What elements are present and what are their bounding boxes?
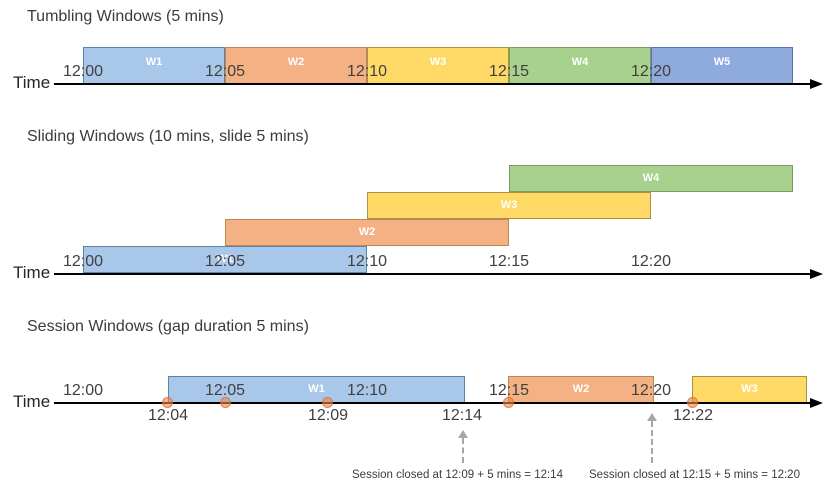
window-label: W1 [216, 253, 234, 265]
tick-label: 12:00 [62, 63, 104, 80]
session-axis-arrow-icon [810, 398, 823, 408]
event-dot [322, 397, 333, 408]
window-label: W4 [642, 172, 660, 184]
dashed-arrow-up-icon [458, 430, 468, 438]
dashed-arrow-line [651, 421, 653, 463]
tick-label: 12:20 [630, 63, 672, 80]
sliding-window-w3: W3 [367, 192, 651, 219]
tumbling-time-axis [54, 83, 812, 85]
window-label: W1 [308, 383, 325, 395]
event-time-label: 12:14 [441, 407, 483, 424]
tick-label: 12:15 [488, 63, 530, 80]
session-section-title: Session Windows (gap duration 5 mins) [27, 318, 309, 335]
window-label: W2 [358, 226, 376, 238]
session-time-axis [54, 402, 812, 404]
window-label: W3 [741, 383, 758, 395]
window-label: W3 [500, 199, 518, 211]
window-label: W4 [571, 56, 589, 68]
event-dot [687, 397, 698, 408]
tick-label: 12:00 [62, 382, 104, 399]
tick-label: 12:10 [346, 63, 388, 80]
dashed-arrow-up-icon [647, 413, 657, 421]
tumbling-section-title: Tumbling Windows (5 mins) [27, 8, 224, 25]
tumbling-window-w4: W4 [509, 47, 651, 84]
sliding-time-axis-label: Time [13, 263, 51, 282]
tumbling-window-w5: W5 [651, 47, 793, 84]
sliding-time-axis [54, 273, 812, 275]
event-time-label: 12:22 [672, 407, 714, 424]
sliding-axis-arrow-icon [810, 269, 823, 279]
sliding-window-w2: W2 [225, 219, 509, 246]
sliding-window-w1: W1 [83, 246, 367, 273]
tick-label: 12:15 [488, 382, 530, 399]
event-dot [162, 397, 173, 408]
tick-label: 12:20 [630, 382, 672, 399]
tick-label: 12:05 [204, 63, 246, 80]
event-time-label: 12:09 [307, 407, 349, 424]
event-time-label: 12:04 [147, 407, 189, 424]
window-label: W5 [713, 56, 731, 68]
sliding-section-title: Sliding Windows (10 mins, slide 5 mins) [27, 128, 309, 145]
sliding-window-w4: W4 [509, 165, 793, 192]
tick-label: 12:20 [630, 253, 672, 270]
tumbling-axis-arrow-icon [810, 79, 823, 89]
session-window-w3: W3 [692, 376, 807, 403]
tick-label: 12:05 [204, 382, 246, 399]
window-label: W1 [145, 56, 163, 68]
dashed-arrow-line [462, 438, 464, 463]
session-time-axis-label: Time [13, 392, 51, 411]
event-dot [220, 397, 231, 408]
event-dot [503, 397, 514, 408]
tumbling-window-w1: W1 [83, 47, 225, 84]
window-label: W2 [287, 56, 305, 68]
tumbling-window-w2: W2 [225, 47, 367, 84]
tumbling-time-axis-label: Time [13, 73, 51, 92]
tick-label: 12:10 [346, 253, 388, 270]
tumbling-window-w3: W3 [367, 47, 509, 84]
session-closed-annotation-1: Session closed at 12:09 + 5 mins = 12:14 [352, 469, 563, 481]
window-label: W2 [572, 383, 590, 395]
window-label: W3 [429, 56, 447, 68]
tick-label: 12:10 [346, 382, 388, 399]
tick-label: 12:00 [62, 253, 104, 270]
session-closed-annotation-2: Session closed at 12:15 + 5 mins = 12:20 [589, 469, 800, 481]
tick-label: 12:15 [488, 253, 530, 270]
tick-label: 12:05 [204, 253, 246, 270]
